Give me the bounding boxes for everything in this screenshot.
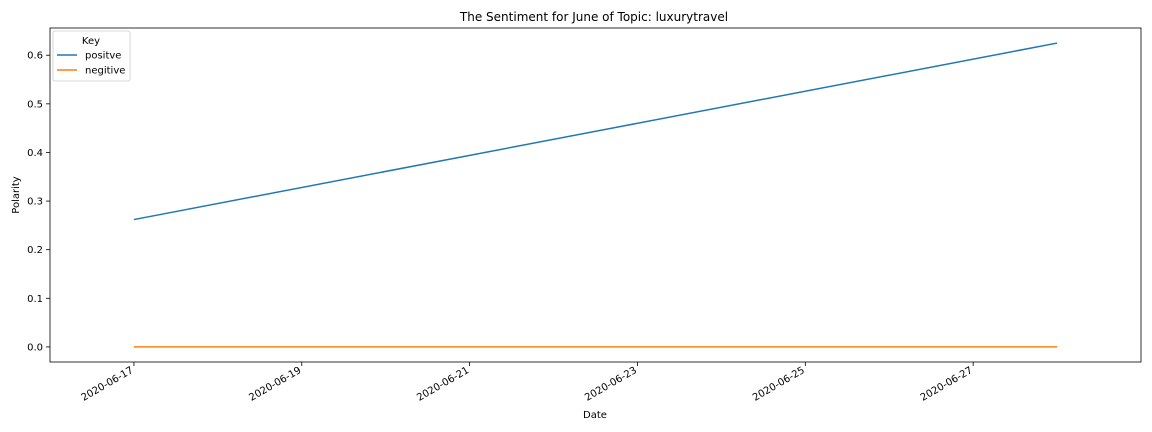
x-tick-label: 2020-06-17 xyxy=(80,365,136,404)
x-tick-label: 2020-06-21 xyxy=(415,365,471,404)
series-lines xyxy=(133,42,1058,348)
x-tick-label: 2020-06-25 xyxy=(751,365,807,404)
y-tick-label: 0.2 xyxy=(27,245,43,256)
legend-entry-label: positve xyxy=(85,51,121,62)
y-tick-label: 0.6 xyxy=(27,51,43,62)
legend-box xyxy=(52,30,131,82)
x-tick-label: 2020-06-23 xyxy=(583,365,639,404)
y-tick-label: 0.0 xyxy=(27,342,43,353)
y-axis: 0.0 0.1 0.2 0.3 0.4 0.5 0.6 xyxy=(27,51,50,353)
legend-title: Key xyxy=(82,36,100,47)
y-tick-label: 0.4 xyxy=(27,148,43,159)
y-tick-label: 0.3 xyxy=(27,197,43,208)
x-tick-label: 2020-06-19 xyxy=(247,365,303,404)
legend-entry-label: negitive xyxy=(85,66,125,77)
y-tick-label: 0.5 xyxy=(27,99,43,110)
y-axis-label: Polarity xyxy=(11,176,22,214)
chart-title: The Sentiment for June of Topic: luxuryt… xyxy=(459,10,728,24)
series-line-positve xyxy=(133,42,1058,221)
legend: Key positve negitive xyxy=(52,30,131,82)
x-tick-label: 2020-06-27 xyxy=(919,365,975,404)
x-axis: 2020-06-17 2020-06-19 2020-06-21 2020-06-23… xyxy=(80,362,975,404)
y-tick-label: 0.1 xyxy=(27,294,43,305)
plot-area xyxy=(49,27,1142,363)
x-axis-label: Date xyxy=(583,410,607,421)
